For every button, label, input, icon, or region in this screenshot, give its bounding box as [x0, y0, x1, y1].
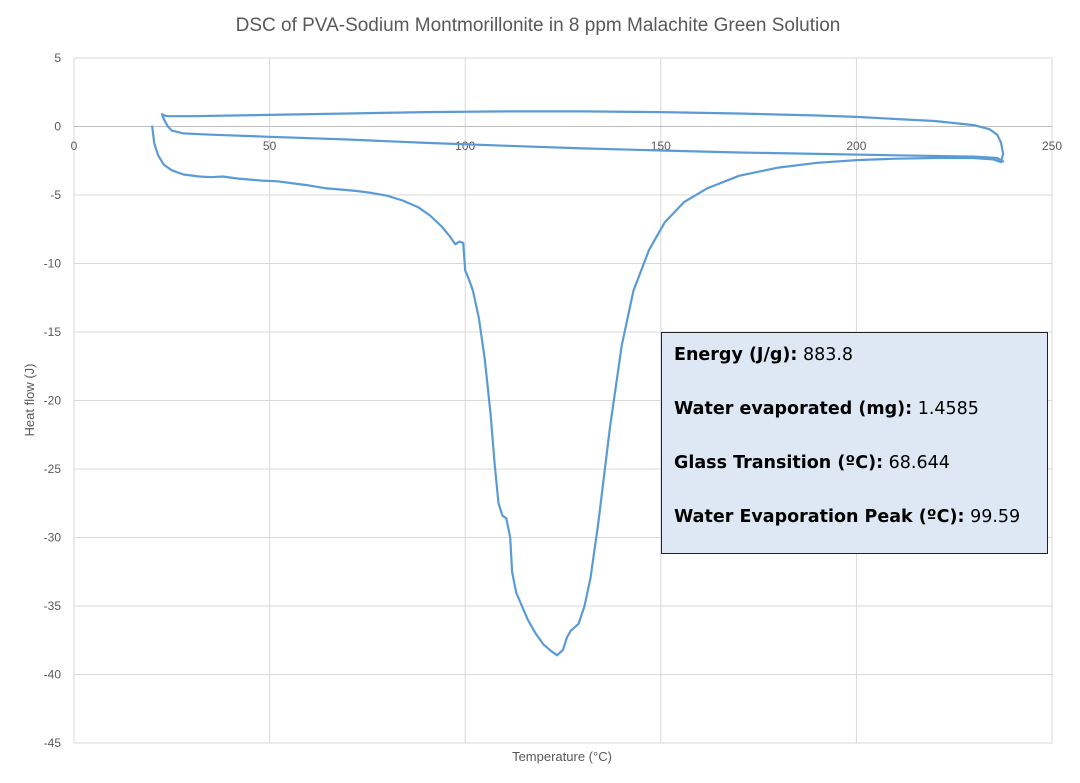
y-tick-label: -35 [44, 599, 62, 613]
glass-transition-label: Glass Transition (ºC): [674, 453, 884, 473]
series-group [151, 110, 1005, 657]
y-tick-label: 0 [54, 120, 61, 134]
y-tick-label: -25 [44, 462, 62, 476]
dsc-series-line [151, 110, 1005, 657]
x-tick-label: 100 [455, 139, 475, 153]
energy-row: Energy (J/g): 883.8 [674, 341, 1035, 395]
water-evaporated-label: Water evaporated (mg): [674, 399, 913, 419]
y-tick-label: -10 [44, 257, 62, 271]
y-tick-label: -40 [44, 668, 62, 682]
y-tick-label: -20 [44, 394, 62, 408]
y-tick-label: -45 [44, 736, 62, 750]
grid-lines [73, 57, 1053, 744]
evaporation-peak-row: Water Evaporation Peak (ºC): 99.59 [674, 503, 1035, 557]
chart-title: DSC of PVA-Sodium Montmorillonite in 8 p… [236, 15, 841, 36]
x-tick-label: 0 [71, 139, 78, 153]
x-tick-label: 50 [263, 139, 277, 153]
water-evaporated-value: 1.4585 [912, 399, 979, 419]
glass-transition-row: Glass Transition (ºC): 68.644 [674, 449, 1035, 503]
evaporation-peak-value: 99.59 [964, 507, 1021, 527]
energy-value: 883.8 [797, 345, 854, 365]
energy-label: Energy (J/g): [674, 345, 798, 365]
water-evaporated-row: Water evaporated (mg): 1.4585 [674, 395, 1035, 449]
evaporation-peak-label: Water Evaporation Peak (ºC): [674, 507, 965, 527]
y-tick-label: -30 [44, 531, 62, 545]
x-tick-label: 200 [846, 139, 866, 153]
y-tick-label: 5 [54, 51, 61, 65]
y-tick-label: -15 [44, 325, 62, 339]
results-box: Energy (J/g): 883.8 Water evaporated (mg… [661, 332, 1048, 554]
x-tick-label: 250 [1042, 139, 1062, 153]
y-tick-label: -5 [50, 188, 61, 202]
glass-transition-value: 68.644 [883, 453, 950, 473]
x-axis-title: Temperature (°C) [512, 749, 612, 764]
y-axis-title: Heat flow (J) [22, 364, 37, 437]
